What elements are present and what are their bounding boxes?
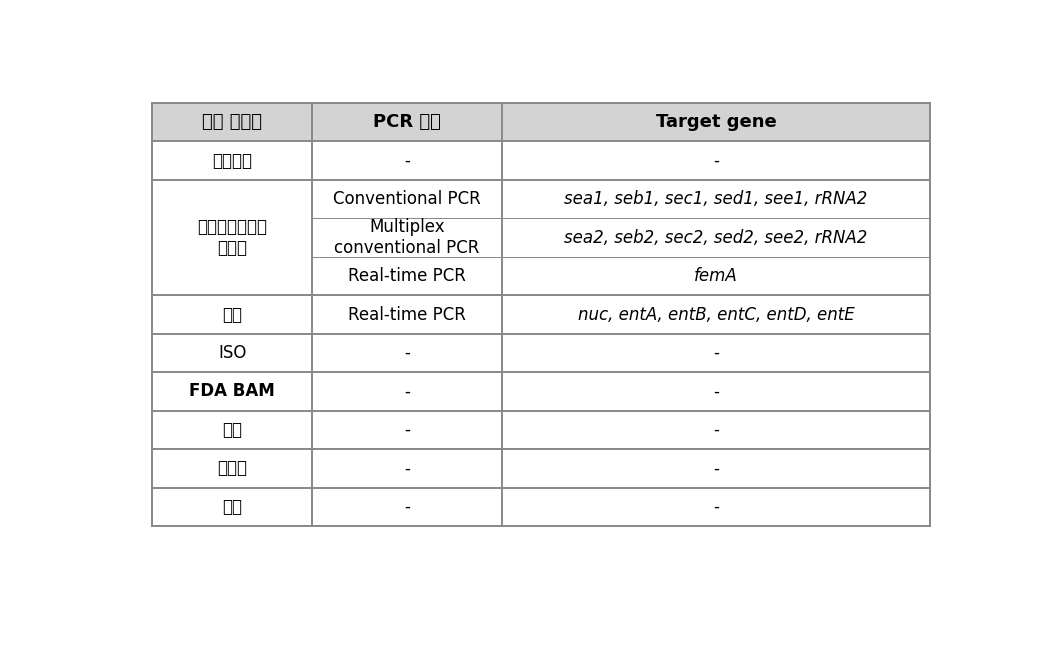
Text: -: - <box>713 498 719 516</box>
Text: -: - <box>713 382 719 400</box>
Text: sea1, seb1, sec1, sed1, see1, rRNA2: sea1, seb1, sec1, sed1, see1, rRNA2 <box>565 190 868 208</box>
Text: -: - <box>713 344 719 362</box>
Text: -: - <box>713 152 719 170</box>
Text: sea2, seb2, sec2, sed2, see2, rRNA2: sea2, seb2, sec2, sed2, see2, rRNA2 <box>565 228 868 246</box>
Text: -: - <box>404 152 410 170</box>
Text: -: - <box>404 498 410 516</box>
Text: 캐나다: 캐나다 <box>218 460 247 478</box>
Text: -: - <box>404 460 410 478</box>
Text: Conventional PCR: Conventional PCR <box>334 190 480 208</box>
Text: Real-time PCR: Real-time PCR <box>348 267 466 285</box>
Text: femA: femA <box>694 267 738 285</box>
Bar <box>152 103 930 141</box>
Text: 중국: 중국 <box>222 498 242 516</box>
Text: FDA BAM: FDA BAM <box>189 382 275 400</box>
Text: 공인 시험법: 공인 시험법 <box>202 113 262 131</box>
Text: -: - <box>404 344 410 362</box>
Text: Target gene: Target gene <box>656 113 776 131</box>
Text: Multiplex
conventional PCR: Multiplex conventional PCR <box>335 218 479 257</box>
Text: 대만: 대만 <box>222 306 242 324</box>
Text: -: - <box>713 421 719 439</box>
Text: -: - <box>404 382 410 400</box>
Text: 식중독원인조사
시험법: 식중독원인조사 시험법 <box>197 218 267 257</box>
Text: -: - <box>713 460 719 478</box>
Text: 식품공전: 식품공전 <box>212 152 252 170</box>
Text: ISO: ISO <box>218 344 246 362</box>
Text: PCR 종류: PCR 종류 <box>373 113 441 131</box>
Text: Real-time PCR: Real-time PCR <box>348 306 466 324</box>
Text: nuc, entA, entB, entC, entD, entE: nuc, entA, entB, entC, entD, entE <box>578 306 854 324</box>
Text: -: - <box>404 421 410 439</box>
Text: 독일: 독일 <box>222 421 242 439</box>
